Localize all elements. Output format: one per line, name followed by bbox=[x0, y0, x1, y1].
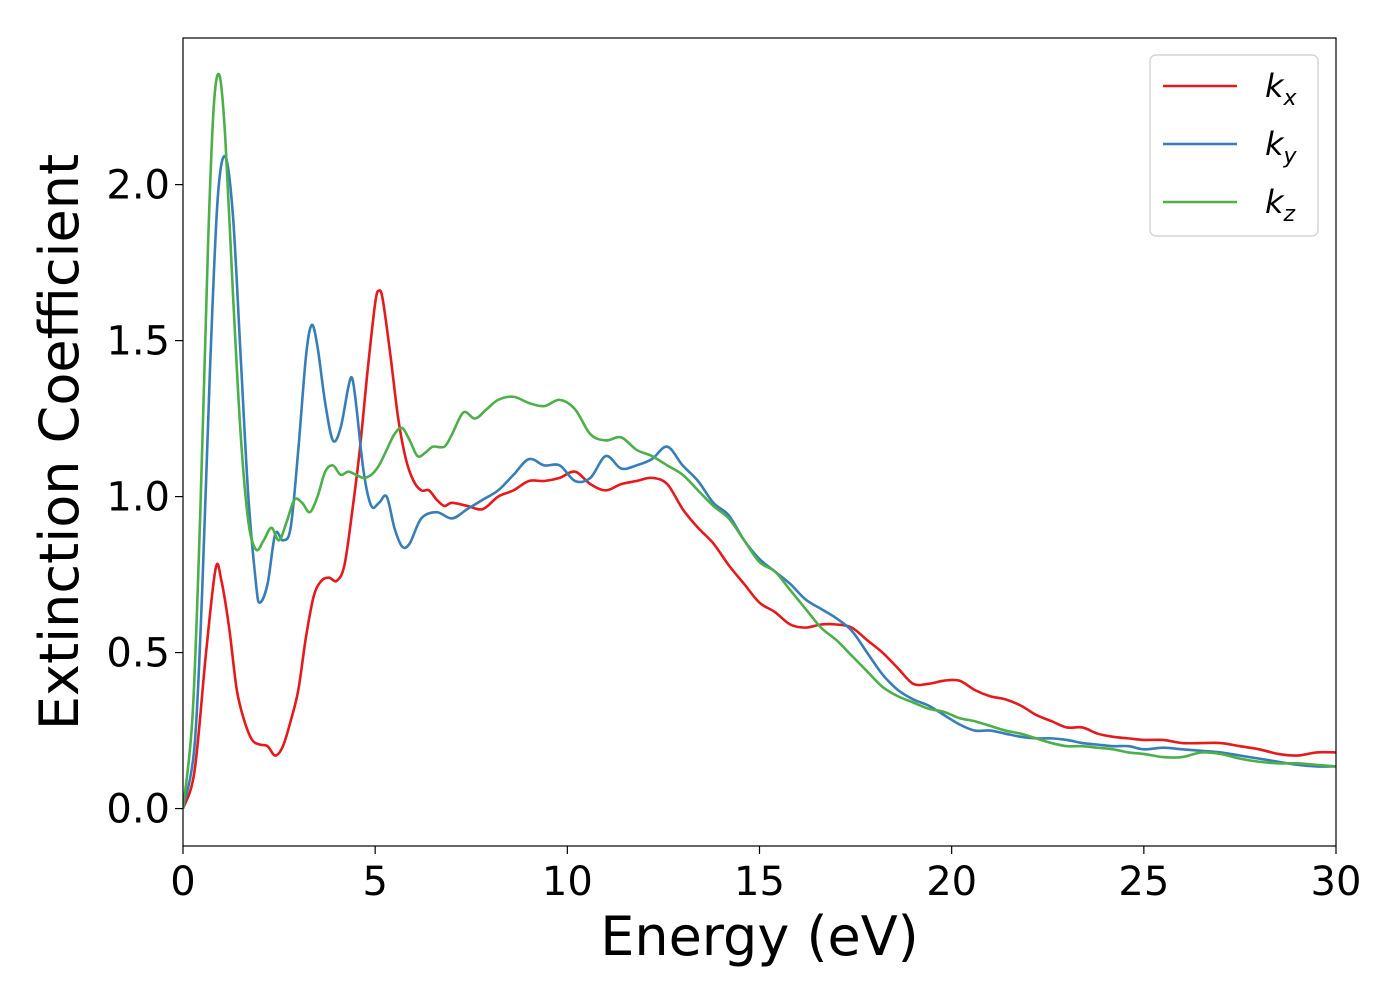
series-line-kz bbox=[183, 72, 1336, 809]
x-tick-label: 10 bbox=[542, 859, 593, 905]
y-tick-label: 0.5 bbox=[106, 631, 170, 677]
x-tick-label: 20 bbox=[926, 859, 977, 905]
x-tick-label: 5 bbox=[362, 859, 387, 905]
legend-box bbox=[1149, 54, 1319, 237]
x-tick-label: 30 bbox=[1311, 859, 1362, 905]
x-tick-label: 25 bbox=[1118, 859, 1169, 905]
y-tick-label: 1.5 bbox=[106, 319, 170, 365]
series-line-kx bbox=[183, 289, 1336, 810]
legend-label-kx: kx bbox=[1265, 67, 1298, 111]
y-tick-label: 2.0 bbox=[106, 163, 170, 209]
x-tick-label: 15 bbox=[734, 859, 785, 905]
ticks-layer: 0 5 10 15 20 25 30 0.0 0.5 1.0 1.5 2.0 bbox=[106, 163, 1361, 905]
series-layer bbox=[183, 72, 1336, 810]
y-tick-label: 0.0 bbox=[106, 787, 170, 833]
y-tick-label: 1.0 bbox=[106, 475, 170, 521]
x-tick-label: 0 bbox=[170, 859, 195, 905]
series-line-ky bbox=[183, 154, 1336, 809]
y-axis-label: Extinction Coefficient bbox=[28, 154, 91, 730]
x-axis-label: Energy (eV) bbox=[600, 905, 919, 968]
legend-label-ky: ky bbox=[1265, 125, 1298, 169]
